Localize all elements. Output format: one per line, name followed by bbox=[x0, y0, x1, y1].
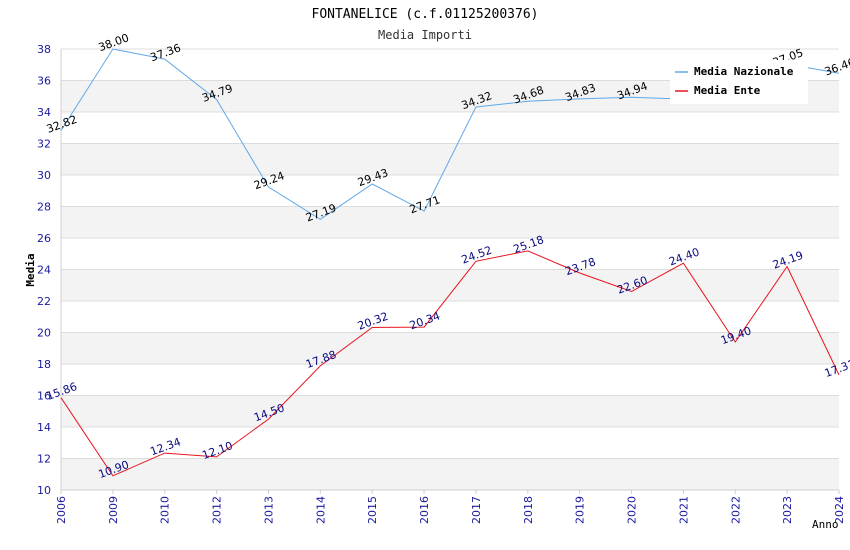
y-tick-label: 10 bbox=[37, 484, 51, 497]
y-tick-label: 16 bbox=[37, 390, 51, 403]
x-tick-label: 2021 bbox=[677, 496, 690, 524]
y-tick-label: 12 bbox=[37, 453, 51, 466]
y-tick-label: 24 bbox=[37, 264, 51, 277]
x-tick-label: 2022 bbox=[729, 496, 742, 524]
legend-label-nazionale: Media Nazionale bbox=[694, 65, 794, 78]
grid-band bbox=[61, 269, 839, 301]
x-tick-label: 2014 bbox=[314, 496, 327, 524]
grid-band bbox=[61, 175, 839, 207]
y-tick-label: 36 bbox=[37, 75, 51, 88]
y-tick-label: 30 bbox=[37, 169, 51, 182]
grid-band bbox=[61, 238, 839, 270]
x-tick-label: 2024 bbox=[833, 496, 846, 524]
grid-band bbox=[61, 427, 839, 459]
x-tick-label: 2010 bbox=[159, 496, 172, 524]
y-tick-label: 26 bbox=[37, 232, 51, 245]
legend: Media Nazionale Media Ente bbox=[670, 60, 808, 104]
grid-band bbox=[61, 364, 839, 396]
x-tick-label: 2013 bbox=[262, 496, 275, 524]
grid-band bbox=[61, 395, 839, 427]
x-tick-label: 2015 bbox=[366, 496, 379, 524]
y-tick-label: 18 bbox=[37, 358, 51, 371]
x-tick-label: 2017 bbox=[470, 496, 483, 524]
grid-band bbox=[61, 206, 839, 238]
x-axis-label: Anno bbox=[812, 518, 839, 531]
grid-band bbox=[61, 332, 839, 364]
y-axis-ticks: 10 12 14 16 18 20 22 24 26 28 30 32 34 36 38 bbox=[37, 43, 51, 497]
x-tick-label: 2023 bbox=[781, 496, 794, 524]
x-axis-ticks: 2006 2009 2010 2012 2013 2014 2015 2016 2017 2018… bbox=[55, 490, 846, 524]
x-tick-label: 2016 bbox=[418, 496, 431, 524]
x-tick-label: 2006 bbox=[55, 496, 68, 524]
legend-box bbox=[670, 60, 808, 104]
y-tick-label: 38 bbox=[37, 43, 51, 56]
chart-subtitle: Media Importi bbox=[378, 28, 472, 42]
y-axis-label: Media bbox=[24, 253, 37, 286]
grid-lines bbox=[61, 48, 839, 491]
x-tick-label: 2019 bbox=[574, 496, 587, 524]
y-tick-label: 34 bbox=[37, 106, 51, 119]
legend-label-ente: Media Ente bbox=[694, 84, 761, 97]
axes bbox=[60, 49, 839, 491]
grid-bands bbox=[61, 49, 839, 490]
y-tick-label: 32 bbox=[37, 138, 51, 151]
grid-band bbox=[61, 112, 839, 144]
chart-title: FONTANELICE (c.f.01125200376) bbox=[312, 7, 539, 22]
grid-band bbox=[61, 458, 839, 490]
x-tick-label: 2018 bbox=[522, 496, 535, 524]
x-tick-label: 2012 bbox=[211, 496, 224, 524]
grid-band bbox=[61, 301, 839, 333]
series-line-ente bbox=[60, 250, 840, 477]
x-tick-label: 2020 bbox=[626, 496, 639, 524]
y-tick-label: 14 bbox=[37, 421, 51, 434]
y-tick-label: 20 bbox=[37, 327, 51, 340]
y-tick-label: 28 bbox=[37, 201, 51, 214]
y-tick-label: 22 bbox=[37, 295, 51, 308]
x-tick-label: 2009 bbox=[107, 496, 120, 524]
